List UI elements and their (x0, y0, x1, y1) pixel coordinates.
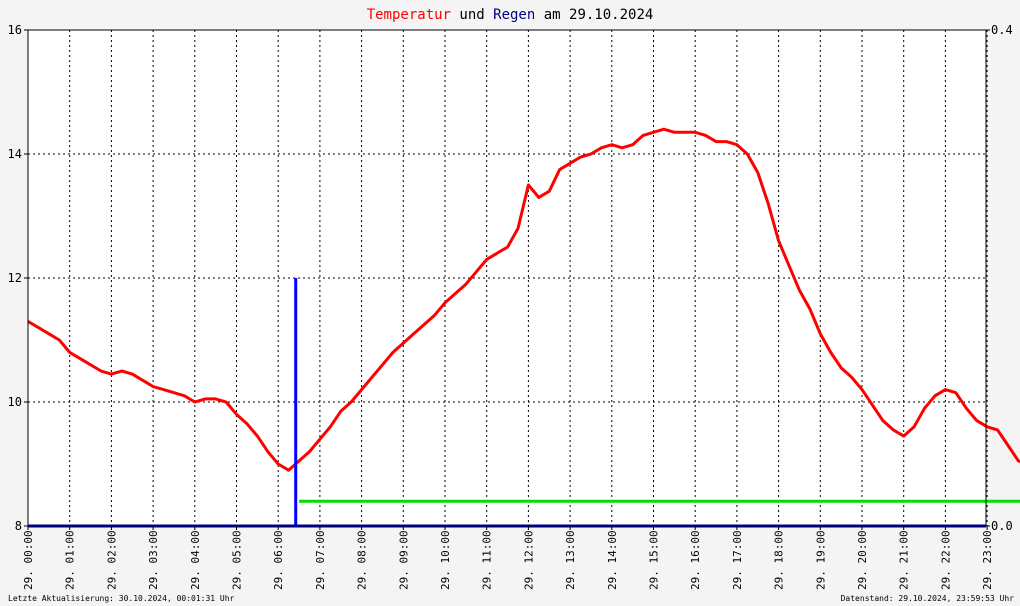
y-left-ticks: 8 10 12 14 16 (8, 23, 28, 533)
x-tick-labels: 29. 00:00 29. 01:00 29. 02:00 29. 03:00 29. … (22, 526, 994, 590)
y-left-tick-label: 14 (8, 147, 22, 161)
x-tick-label: 29. 14:00 (606, 530, 619, 590)
x-tick-label: 29. 16:00 (689, 530, 702, 590)
x-tick-label: 29. 00:00 (22, 530, 35, 590)
footer-last-update: Letzte Aktualisierung: 30.10.2024, 00:01… (8, 594, 235, 603)
y-left-tick-label: 12 (8, 271, 22, 285)
x-tick-label: 29. 03:00 (147, 530, 160, 590)
x-tick-label: 29. 13:00 (564, 530, 577, 590)
y-left-tick-label: 16 (8, 23, 22, 37)
footer-data-status: Datenstand: 29.10.2024, 23:59:53 Uhr (841, 594, 1015, 603)
x-tick-label: 29. 20:00 (856, 530, 869, 590)
temperature-line (27, 127, 1020, 472)
title-part-3: am 29.10.2024 (535, 7, 653, 23)
y-left-tick-label: 8 (15, 519, 22, 533)
x-tick-label: 29. 15:00 (648, 530, 661, 590)
x-tick-label: 29. 11:00 (481, 530, 494, 590)
plot-area (28, 30, 986, 526)
title-part-0: Temperatur (367, 7, 451, 23)
x-tick-label: 29. 10:00 (439, 530, 452, 590)
x-tick-label: 29. 18:00 (773, 530, 786, 590)
x-tick-label: 29. 21:00 (898, 530, 911, 590)
x-tick-label: 29. 12:00 (522, 530, 535, 590)
series-layer (27, 127, 1020, 526)
chart-title: Temperatur und Regen am 29.10.2024 (367, 7, 654, 23)
x-tick-label: 29. 08:00 (356, 530, 369, 590)
x-tick-label: 29. 05:00 (231, 530, 244, 590)
x-tick-label: 29. 23:00 (981, 530, 994, 590)
x-tick-label: 29. 17:00 (731, 530, 744, 590)
x-tick-label: 29. 19:00 (814, 530, 827, 590)
x-tick-label: 29. 01:00 (64, 530, 77, 590)
y-left-tick-label: 10 (8, 395, 22, 409)
x-tick-label: 29. 02:00 (105, 530, 118, 590)
x-tick-label: 29. 04:00 (189, 530, 202, 590)
y-right-tick-label: 0.0 (991, 519, 1013, 533)
y-right-tick-label: 0.4 (991, 23, 1013, 37)
x-tick-label: 29. 22:00 (939, 530, 952, 590)
x-tick-label: 29. 09:00 (397, 530, 410, 590)
title-part-2: Regen (493, 7, 535, 23)
x-tick-label: 29. 07:00 (314, 530, 327, 590)
x-tick-label: 29. 06:00 (272, 530, 285, 590)
title-part-1: und (451, 7, 493, 23)
y-right-ticks: 0.0 0.4 (986, 23, 1013, 533)
